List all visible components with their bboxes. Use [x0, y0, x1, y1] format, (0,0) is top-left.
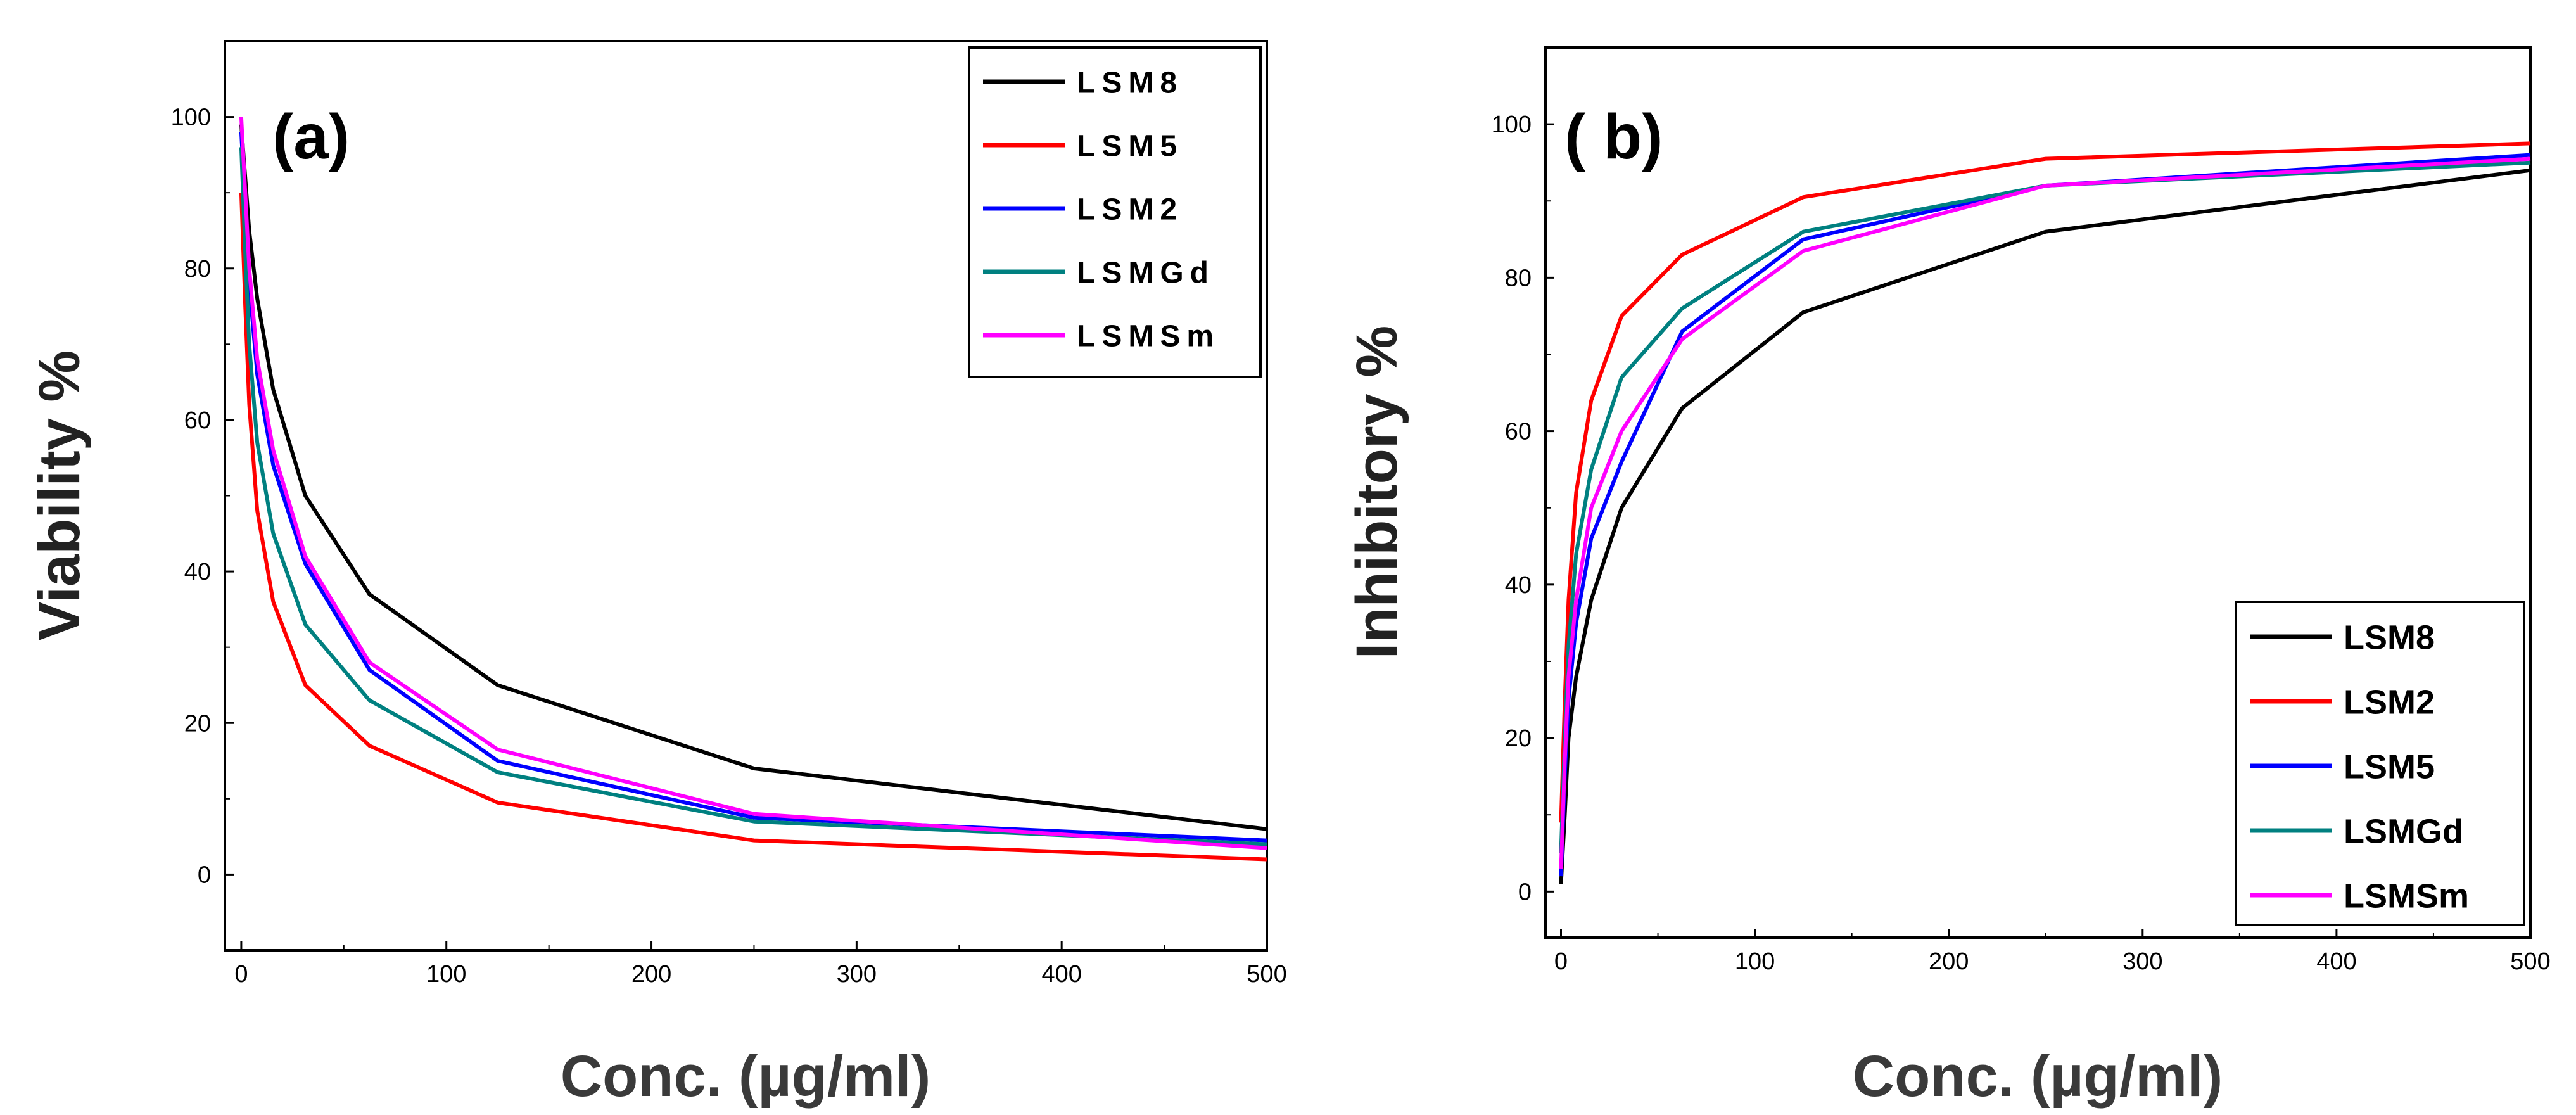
legend-box [2235, 601, 2525, 926]
y-tick-label: 60 [184, 407, 211, 434]
y-tick-label: 40 [184, 559, 211, 585]
y-tick-label: 20 [184, 710, 211, 737]
panel-b: 0 100 200 300 400 500 0 20 40 60 80 100 Conc. (µg/ml… [1345, 46, 2551, 1109]
legend: LSM8 LSM5 LSM2 LSMGd LSMSm [968, 46, 1262, 378]
panel-label: (a) [272, 101, 350, 172]
legend-label: LSM2 [1077, 193, 1183, 226]
y-tick-label: 40 [1505, 572, 1532, 599]
y-tick-label: 20 [1505, 725, 1532, 752]
x-tick-label: 0 [1554, 948, 1568, 975]
plot-frame [1544, 46, 2532, 939]
legend: LSM8 LSM2 LSM5 LSMGd LSMSm [2235, 601, 2525, 926]
x-tick-label: 100 [1735, 948, 1775, 975]
x-tick-label: 400 [1041, 961, 1081, 988]
y-tick-label: 0 [1518, 879, 1532, 905]
x-tick-label: 500 [1247, 961, 1286, 988]
x-tick-label: 300 [2122, 948, 2162, 975]
x-tick-label: 200 [631, 961, 671, 988]
y-tick-label: 100 [1492, 112, 1532, 138]
legend-box [968, 46, 1262, 378]
x-tick-label: 300 [837, 961, 877, 988]
x-tick-label: 200 [1929, 948, 1969, 975]
series-line-lsmsm [239, 117, 1267, 850]
legend-label: LSM5 [2344, 748, 2435, 786]
legend-label: LSM8 [2344, 618, 2435, 656]
x-axis-label: Conc. (µg/ml) [1853, 1044, 2223, 1109]
legend-label: LSMGd [2344, 812, 2463, 850]
panel-label: ( b) [1564, 101, 1663, 172]
series-line-lsmgd [239, 147, 1267, 846]
legend-label: LSMSm [2344, 877, 2469, 915]
legend-label: LSMSm [1077, 319, 1220, 353]
x-tick-label: 0 [234, 961, 248, 988]
y-tick-label: 80 [1505, 265, 1532, 291]
series-line-lsm5 [239, 193, 1267, 862]
legend-label: LSM5 [1077, 129, 1183, 163]
x-tick-label: 100 [426, 961, 466, 988]
legend-label: LSMGd [1077, 256, 1215, 290]
y-axis-label: Inhibitory % [1345, 326, 1409, 659]
y-tick-label: 60 [1505, 419, 1532, 445]
y-axis-label: Viability % [27, 350, 92, 640]
y-tick-label: 100 [171, 105, 211, 131]
y-tick-label: 80 [184, 256, 211, 283]
x-axis-label: Conc. (µg/ml) [561, 1044, 931, 1109]
series-line-lsmsm [1559, 156, 2531, 869]
legend-label: LSM2 [2344, 683, 2435, 721]
x-tick-label: 400 [2316, 948, 2356, 975]
x-tick-label: 500 [2510, 948, 2550, 975]
y-tick-label: 0 [198, 862, 211, 888]
panel-a: 0 100 200 300 400 500 0 20 40 60 80 100 Conc. (µg/ml… [27, 40, 1287, 1109]
legend-label: LSM8 [1077, 66, 1183, 99]
